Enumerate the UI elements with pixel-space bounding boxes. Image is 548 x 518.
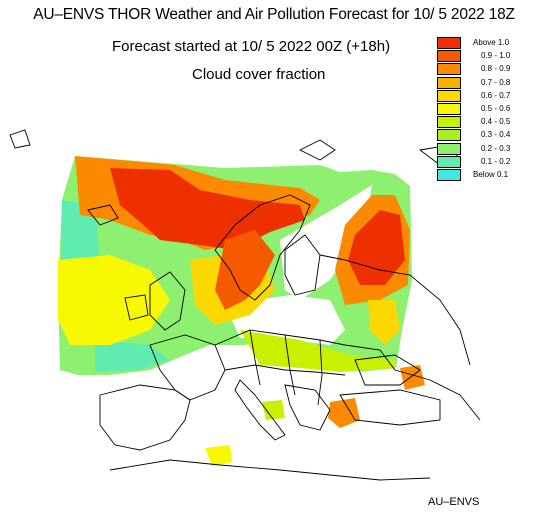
border (394, 369, 481, 421)
legend-swatch (437, 50, 461, 63)
coastline (298, 139, 336, 161)
coastline (284, 384, 331, 431)
coastline (109, 459, 431, 481)
credit-label: AU–ENVS (428, 496, 480, 508)
legend-swatch (437, 103, 461, 115)
coastlines-borders (9, 129, 481, 481)
high-cloud (110, 168, 305, 250)
legend-label: 0.6 - 0.7 (481, 90, 511, 100)
legend-label: 0.9 - 1.0 (481, 51, 511, 61)
high-cloud (215, 230, 275, 310)
cloud-patch (328, 398, 360, 428)
legend-swatch (437, 76, 461, 89)
mid-cloud (368, 300, 400, 345)
legend-swatch (437, 63, 461, 76)
legend-label: 0.4 - 0.5 (481, 117, 511, 127)
border (249, 329, 261, 386)
cloud-patch (205, 445, 232, 466)
legend-swatch (437, 89, 461, 102)
border (317, 339, 323, 406)
mid-cloud (240, 330, 396, 372)
border (319, 254, 471, 366)
coastline (234, 379, 286, 441)
legend-label: 0.1 - 0.2 (481, 156, 511, 166)
field-name: Cloud cover fraction (192, 66, 326, 83)
legend-swatch (437, 129, 461, 142)
coastline (149, 271, 186, 331)
coastline (87, 204, 119, 226)
coastline (214, 194, 311, 301)
legend-swatch (437, 116, 461, 129)
legend-label: 0.7 - 0.8 (481, 77, 511, 87)
coastline (99, 384, 191, 451)
legend-label: Above 1.0 (473, 38, 510, 47)
border (224, 364, 346, 376)
coastline (124, 294, 149, 321)
coastline (339, 389, 441, 426)
model-domain-field (58, 156, 425, 466)
coastline (9, 129, 31, 149)
legend-label: Below 0.1 (473, 170, 509, 179)
coastline (149, 334, 226, 401)
legend-label: 0.5 - 0.6 (481, 104, 511, 113)
clear-patch (280, 185, 372, 300)
high-cloud (348, 210, 405, 285)
legend-swatch (437, 37, 461, 49)
legend-label: 0.2 - 0.3 (481, 143, 511, 153)
legend-swatch (437, 169, 461, 181)
legend-swatch (437, 142, 461, 155)
forecast-start-subtitle: Forecast started at 10/ 5 2022 00Z (+18h… (112, 38, 391, 55)
legend-label: 0.8 - 0.9 (481, 64, 511, 74)
map-title: AU–ENVS THOR Weather and Air Pollution F… (33, 6, 515, 23)
coastline (354, 354, 421, 386)
legend-swatch (437, 155, 461, 168)
cloud-patch (262, 400, 285, 420)
mid-cloud (58, 255, 170, 345)
coastline (284, 234, 321, 296)
legend-label: 0.3 - 0.4 (481, 130, 511, 140)
